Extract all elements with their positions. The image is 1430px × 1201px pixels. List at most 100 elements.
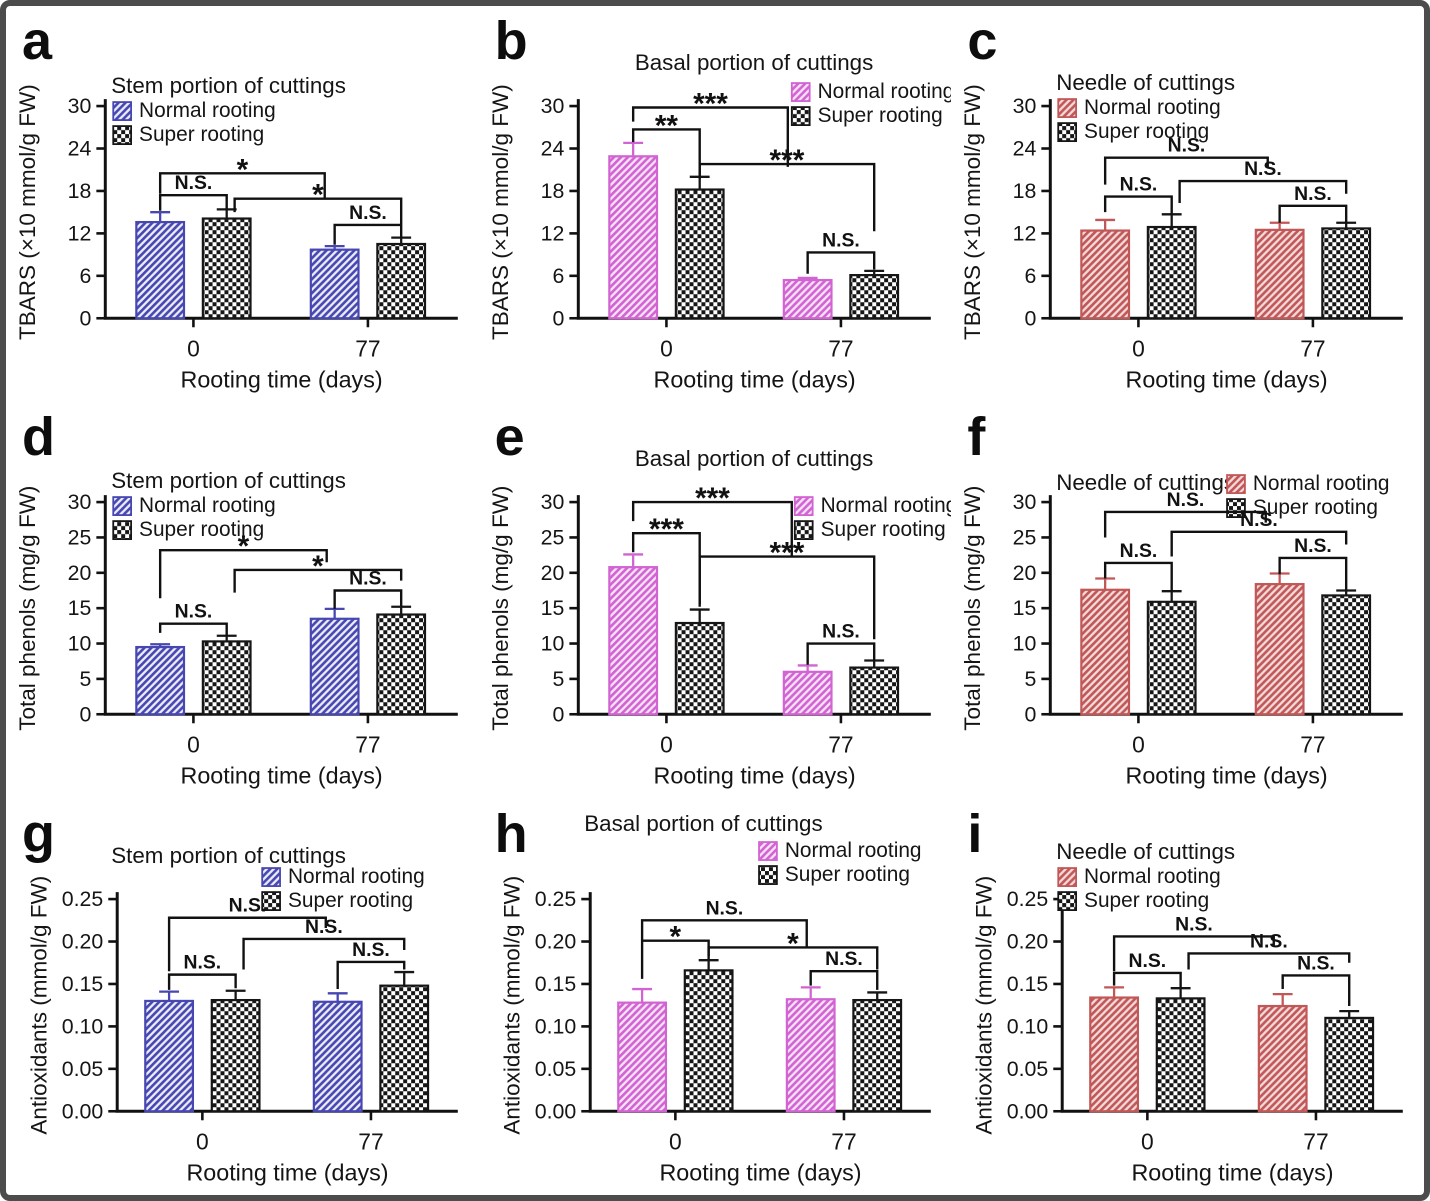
x-tick-label: 77 bbox=[828, 732, 853, 758]
panel-letter-b: b bbox=[494, 11, 528, 71]
error-bar bbox=[324, 244, 345, 250]
legend-swatch-super bbox=[261, 890, 281, 911]
chart-title: Basal portion of cuttings bbox=[584, 811, 822, 836]
significance-label: * bbox=[312, 550, 324, 583]
y-axis-title: TBARS (×10 mmol/g FW) bbox=[960, 84, 985, 340]
significance-label: N.S. bbox=[825, 948, 863, 970]
x-axis-title: Rooting time (days) bbox=[653, 763, 855, 789]
y-tick-label: 18 bbox=[540, 179, 564, 203]
y-tick-label: 10 bbox=[540, 632, 564, 656]
x-axis-title: Rooting time (days) bbox=[653, 366, 855, 392]
y-tick-label: 0.25 bbox=[1007, 887, 1049, 911]
y-tick-label: 15 bbox=[1013, 596, 1037, 620]
significance-bracket bbox=[1187, 951, 1351, 970]
error-bar bbox=[1270, 572, 1290, 585]
y-tick-label: 0.20 bbox=[1007, 929, 1049, 953]
bar-normal-77d bbox=[1255, 228, 1305, 320]
y-tick-label: 30 bbox=[540, 94, 564, 118]
significance-label: N.S. bbox=[1120, 540, 1158, 562]
significance-bracket bbox=[158, 172, 326, 199]
significance-label: N.S. bbox=[305, 916, 343, 938]
x-tick-label: 77 bbox=[828, 335, 853, 361]
significance-label: *** bbox=[693, 87, 728, 120]
bar-super-77d bbox=[376, 613, 427, 716]
panel-letter-h: h bbox=[494, 803, 528, 864]
y-tick-label: 0 bbox=[552, 703, 564, 727]
significance-bracket bbox=[1104, 562, 1174, 593]
y-tick-label: 0.10 bbox=[534, 1014, 576, 1038]
chart-needle-tbars: 0 6 12 18 24 30 0 77 Rooting time (days) TBARS (×… bbox=[960, 70, 1404, 392]
error-bar bbox=[1104, 985, 1125, 998]
bar-normal-77d bbox=[312, 1000, 363, 1113]
panel-letter-g: g bbox=[22, 803, 55, 864]
significance-bracket bbox=[242, 937, 406, 970]
error-bar bbox=[1339, 1009, 1360, 1018]
significance-label: N.S. bbox=[184, 951, 222, 973]
error-bar bbox=[150, 211, 171, 223]
chart-basal-tbars: 0 6 12 18 24 30 0 77 Rooting time (days) TBARS (×… bbox=[488, 50, 952, 392]
significance-bracket bbox=[333, 223, 403, 245]
y-tick-label: 10 bbox=[1013, 632, 1037, 656]
legend-label-normal: Normal rooting bbox=[1084, 96, 1221, 119]
x-axis-title: Rooting time (days) bbox=[1126, 763, 1328, 789]
y-tick-label: 12 bbox=[68, 221, 92, 245]
significance-bracket bbox=[158, 622, 228, 637]
y-tick-label: 18 bbox=[68, 179, 92, 203]
chart-title: Stem portion of cuttings bbox=[111, 73, 346, 98]
y-tick-label: 0.15 bbox=[62, 972, 104, 996]
legend-label-super: Super rooting bbox=[817, 104, 942, 127]
significance-bracket bbox=[707, 945, 879, 970]
significance-label: ** bbox=[654, 109, 678, 142]
bar-super-0d bbox=[201, 217, 252, 320]
significance-label: N.S. bbox=[175, 601, 213, 623]
legend-swatch-normal bbox=[261, 866, 281, 887]
y-tick-label: 30 bbox=[1013, 94, 1037, 118]
significance-label: *** bbox=[649, 513, 684, 546]
y-tick-label: 0.15 bbox=[534, 972, 576, 996]
legend-swatch-normal bbox=[112, 496, 133, 517]
y-axis-title: TBARS (×10 mmol/g FW) bbox=[488, 84, 513, 340]
panel-c: c 0 6 12 18 24 30 0 77 Rooting time (days) TBARS … bbox=[951, 6, 1424, 402]
y-tick-label: 0.15 bbox=[1007, 972, 1049, 996]
chart-stem-phenols: 0 5 10 15 20 25 30 0 77 Rooting time (days) Total … bbox=[15, 468, 458, 789]
legend-label-normal: Normal rooting bbox=[1253, 472, 1390, 495]
significance-label: * bbox=[669, 920, 681, 953]
x-axis-title: Rooting time (days) bbox=[180, 763, 382, 789]
error-bar bbox=[863, 269, 884, 276]
bar-normal-0d bbox=[607, 566, 658, 716]
significance-label: N.S. bbox=[1297, 952, 1335, 974]
significance-bracket bbox=[158, 549, 328, 599]
legend-label-super: Super rooting bbox=[820, 518, 945, 541]
y-axis-title: Total phenols (mg/g FW) bbox=[488, 486, 513, 731]
y-tick-label: 24 bbox=[1013, 136, 1037, 160]
legend-swatch-super bbox=[793, 520, 814, 541]
error-bar bbox=[394, 970, 415, 986]
significance-bracket bbox=[1104, 156, 1270, 185]
error-bar bbox=[324, 608, 345, 620]
legend-swatch-super bbox=[112, 520, 133, 541]
significance-label: *** bbox=[769, 537, 804, 570]
y-tick-label: 5 bbox=[1025, 667, 1037, 691]
legend-label-super: Super rooting bbox=[1084, 889, 1209, 912]
y-tick-label: 6 bbox=[80, 264, 92, 288]
significance-label: N.S. bbox=[1294, 535, 1332, 557]
bar-normal-77d bbox=[309, 618, 360, 716]
legend-label-super: Super rooting bbox=[1253, 496, 1378, 519]
bar-normal-77d bbox=[1258, 1004, 1308, 1113]
bar-normal-77d bbox=[785, 997, 836, 1113]
significance-bracket bbox=[1278, 557, 1348, 591]
significance-bracket bbox=[167, 916, 327, 971]
bar-super-77d bbox=[1321, 227, 1372, 320]
significance-bracket bbox=[631, 106, 789, 167]
error-bar bbox=[216, 208, 237, 219]
legend-swatch-normal bbox=[112, 101, 133, 121]
panel-h: h 0.00 0.05 0.10 0.15 0.20 0.25 0 77 Rooting tim… bbox=[479, 799, 952, 1195]
chart-title: Basal portion of cuttings bbox=[635, 50, 873, 75]
y-tick-label: 15 bbox=[540, 596, 564, 620]
y-tick-label: 0.25 bbox=[62, 887, 104, 911]
significance-label: N.S. bbox=[1240, 509, 1278, 531]
chart-title: Needle of cuttings bbox=[1057, 70, 1236, 95]
error-bar bbox=[797, 276, 818, 281]
y-tick-label: 25 bbox=[68, 526, 92, 550]
significance-label: * bbox=[237, 153, 249, 186]
